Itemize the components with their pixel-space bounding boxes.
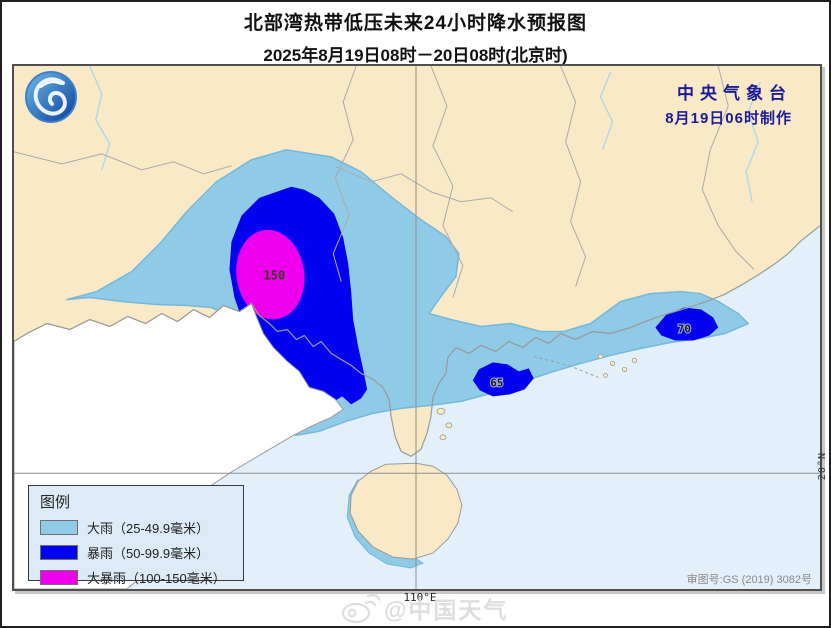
maritime-dashed-line [533, 355, 599, 378]
rainstorm-blob-east [655, 307, 719, 341]
map-subtitle: 2025年8月19日08时－20日08时(北京时) [263, 46, 568, 65]
longitude-label: 110°E [403, 591, 437, 604]
graticule-lines [14, 66, 820, 589]
legend-title: 图例 [40, 494, 71, 511]
legend-row-rainstorm: 暴雨（50-99.9毫米） [40, 543, 233, 562]
rainstorm-swatch [40, 545, 78, 560]
legend-row-heavy-rain: 大雨（25-49.9毫米） [40, 518, 233, 537]
cma-logo [23, 69, 79, 125]
province-boundaries [14, 66, 755, 298]
legend-box: 图例 大雨（25-49.9毫米） 暴雨（50-99.9毫米） 大暴雨（100-1… [28, 485, 244, 586]
map-title: 北部湾热带低压未来24小时降水预报图 [243, 13, 588, 34]
map-license-number: 审图号:GS (2019) 3082号 [686, 574, 812, 586]
small-islands [436, 353, 638, 441]
forecast-map: 150 65 70 中央气象台 8月19日06时制作 [12, 64, 822, 591]
rainstorm-blob-west [472, 362, 534, 397]
rainfall-label-65: 65 [490, 376, 503, 389]
heavy-rainstorm-swatch [40, 570, 78, 585]
coastline [14, 225, 820, 457]
legend-row-heavy-rainstorm: 大暴雨（100-150毫米） [40, 568, 233, 587]
heavy-rain-label: 大雨（25-49.9毫米） [87, 521, 210, 536]
issuer-time: 8月19日06时制作 [665, 110, 792, 127]
cma-logo-icon [25, 71, 77, 123]
heavy-rainstorm-area [236, 229, 305, 320]
heavy-rain-swatch [40, 520, 78, 535]
watermark-text: @中国天气 [384, 597, 509, 623]
latitude-label: 20°N [817, 452, 828, 481]
issuer-block: 中央气象台 8月19日06时制作 [665, 79, 792, 128]
river-lines [89, 66, 761, 202]
title-block: 北部湾热带低压未来24小时降水预报图 2025年8月19日08时－20日08时(… [2, 8, 829, 66]
issuer-agency: 中央气象台 [677, 84, 792, 103]
rainstorm-label: 暴雨（50-99.9毫米） [87, 546, 210, 561]
heavy-rainstorm-label: 大暴雨（100-150毫米） [87, 571, 226, 586]
weibo-icon [341, 594, 380, 624]
watermark: @中国天气 [340, 591, 508, 625]
rainfall-label-150: 150 [264, 269, 286, 283]
rainfall-label-70: 70 [678, 322, 691, 335]
hainan-island [349, 462, 463, 560]
